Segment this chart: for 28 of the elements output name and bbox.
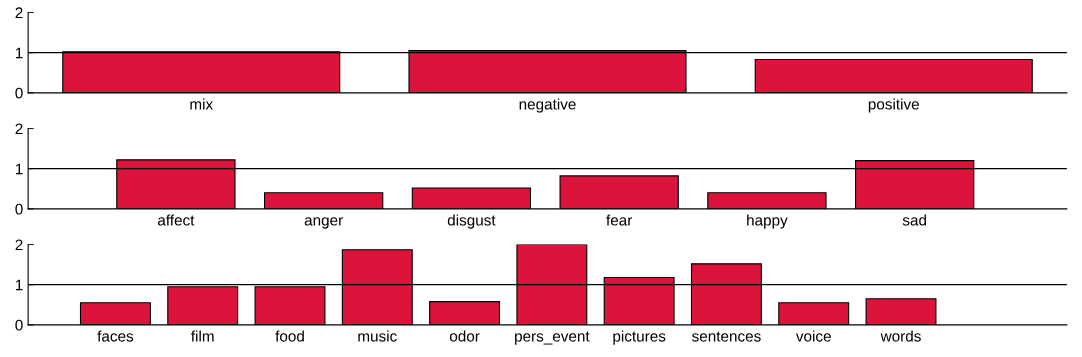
x-tick-label: odor bbox=[449, 330, 480, 342]
x-tick-label: fear bbox=[606, 214, 633, 226]
y-tick-label: 1 bbox=[15, 47, 23, 59]
x-tick-label: music bbox=[358, 330, 397, 342]
x-tick-label: voice bbox=[795, 330, 831, 342]
y-tick-label: 2 bbox=[15, 239, 23, 251]
y-tick-label: 1 bbox=[15, 279, 23, 291]
x-tick-label: words bbox=[880, 330, 921, 342]
x-tick-label: affect bbox=[157, 214, 195, 226]
x-tick-label: faces bbox=[97, 330, 134, 342]
x-tick-label: happy bbox=[747, 214, 788, 229]
x-tick-label: anger bbox=[304, 217, 343, 229]
y-tick-label: 0 bbox=[15, 203, 23, 215]
x-tick-label: pers_event bbox=[515, 331, 590, 345]
y-tick-label: 1 bbox=[15, 163, 23, 175]
x-tick-label: sentences bbox=[692, 331, 761, 342]
y-tick-label: 0 bbox=[15, 319, 23, 331]
x-tick-label: negative bbox=[519, 98, 576, 113]
x-tick-label: positive bbox=[868, 98, 919, 113]
x-tick-label: pictures bbox=[613, 330, 666, 345]
x-tick-label: film bbox=[191, 330, 214, 342]
y-tick-label: 0 bbox=[15, 87, 23, 99]
x-tick-label: mix bbox=[190, 98, 213, 110]
x-tick-label: sad bbox=[902, 214, 926, 226]
y-tick-label: 2 bbox=[15, 7, 23, 19]
x-tick-label: disgust bbox=[447, 214, 496, 229]
y-tick-label: 2 bbox=[15, 123, 23, 135]
x-tick-label: food bbox=[275, 330, 304, 342]
